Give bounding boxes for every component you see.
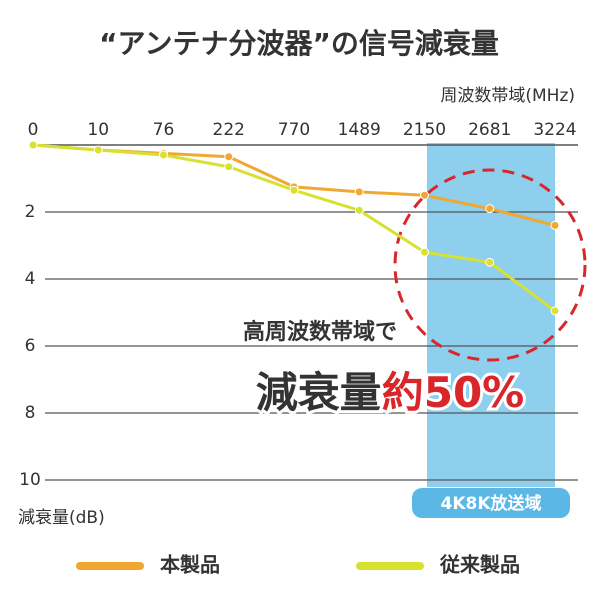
data-point [93, 145, 103, 155]
y-tick-label: 4 [25, 269, 36, 289]
chart-title: “アンテナ分波器”の信号減衰量 [99, 27, 499, 60]
grid: 2 4 6 8 10 0 10 76 222 770 1489 2150 2681 3224 [19, 120, 578, 490]
y-tick-label: 6 [25, 336, 36, 356]
band-label: 4K8K放送域 [440, 493, 541, 514]
y-tick-label: 8 [25, 403, 36, 423]
x-tick-label: 2150 [403, 120, 446, 140]
x-tick-label: 222 [213, 120, 245, 140]
data-point [354, 187, 364, 197]
x-tick-label: 2681 [468, 120, 511, 140]
y-tick-label: 2 [25, 202, 36, 222]
annotation-line2: 減衰量約50% [256, 368, 525, 417]
data-point [550, 220, 560, 230]
highlight-circle [393, 168, 587, 362]
data-point [420, 190, 429, 200]
x-tick-label: 76 [153, 120, 175, 140]
data-point [485, 257, 495, 267]
x-tick-label: 0 [28, 120, 39, 140]
x-tick-label: 10 [87, 120, 109, 140]
x-tick-label: 3224 [533, 120, 576, 140]
highlight-band [427, 143, 555, 487]
legend-label: 本製品 [160, 553, 220, 577]
data-point [289, 185, 299, 195]
plot [28, 140, 560, 316]
data-point [159, 150, 168, 160]
y-tick-label: 10 [19, 470, 41, 490]
data-point [420, 247, 429, 257]
annotation-highlight: 約50% [382, 368, 525, 417]
band-label-box [412, 488, 570, 518]
annotation-line1: 高周波数帯域で [243, 319, 397, 345]
y-axis-label: 減衰量(dB) [18, 508, 105, 528]
x-tick-label: 1489 [338, 120, 381, 140]
data-point [224, 152, 234, 162]
data-point [485, 204, 495, 214]
annotation-text: 減衰量 [256, 368, 382, 417]
data-point [550, 306, 560, 316]
data-point [224, 162, 234, 172]
x-tick-label: 770 [278, 120, 310, 140]
x-axis-label: 周波数帯域(MHz) [440, 86, 575, 106]
legend-label: 従来製品 [439, 553, 520, 577]
data-point [354, 205, 364, 215]
legend: 本製品 従来製品 [76, 553, 520, 577]
data-point [28, 140, 38, 150]
